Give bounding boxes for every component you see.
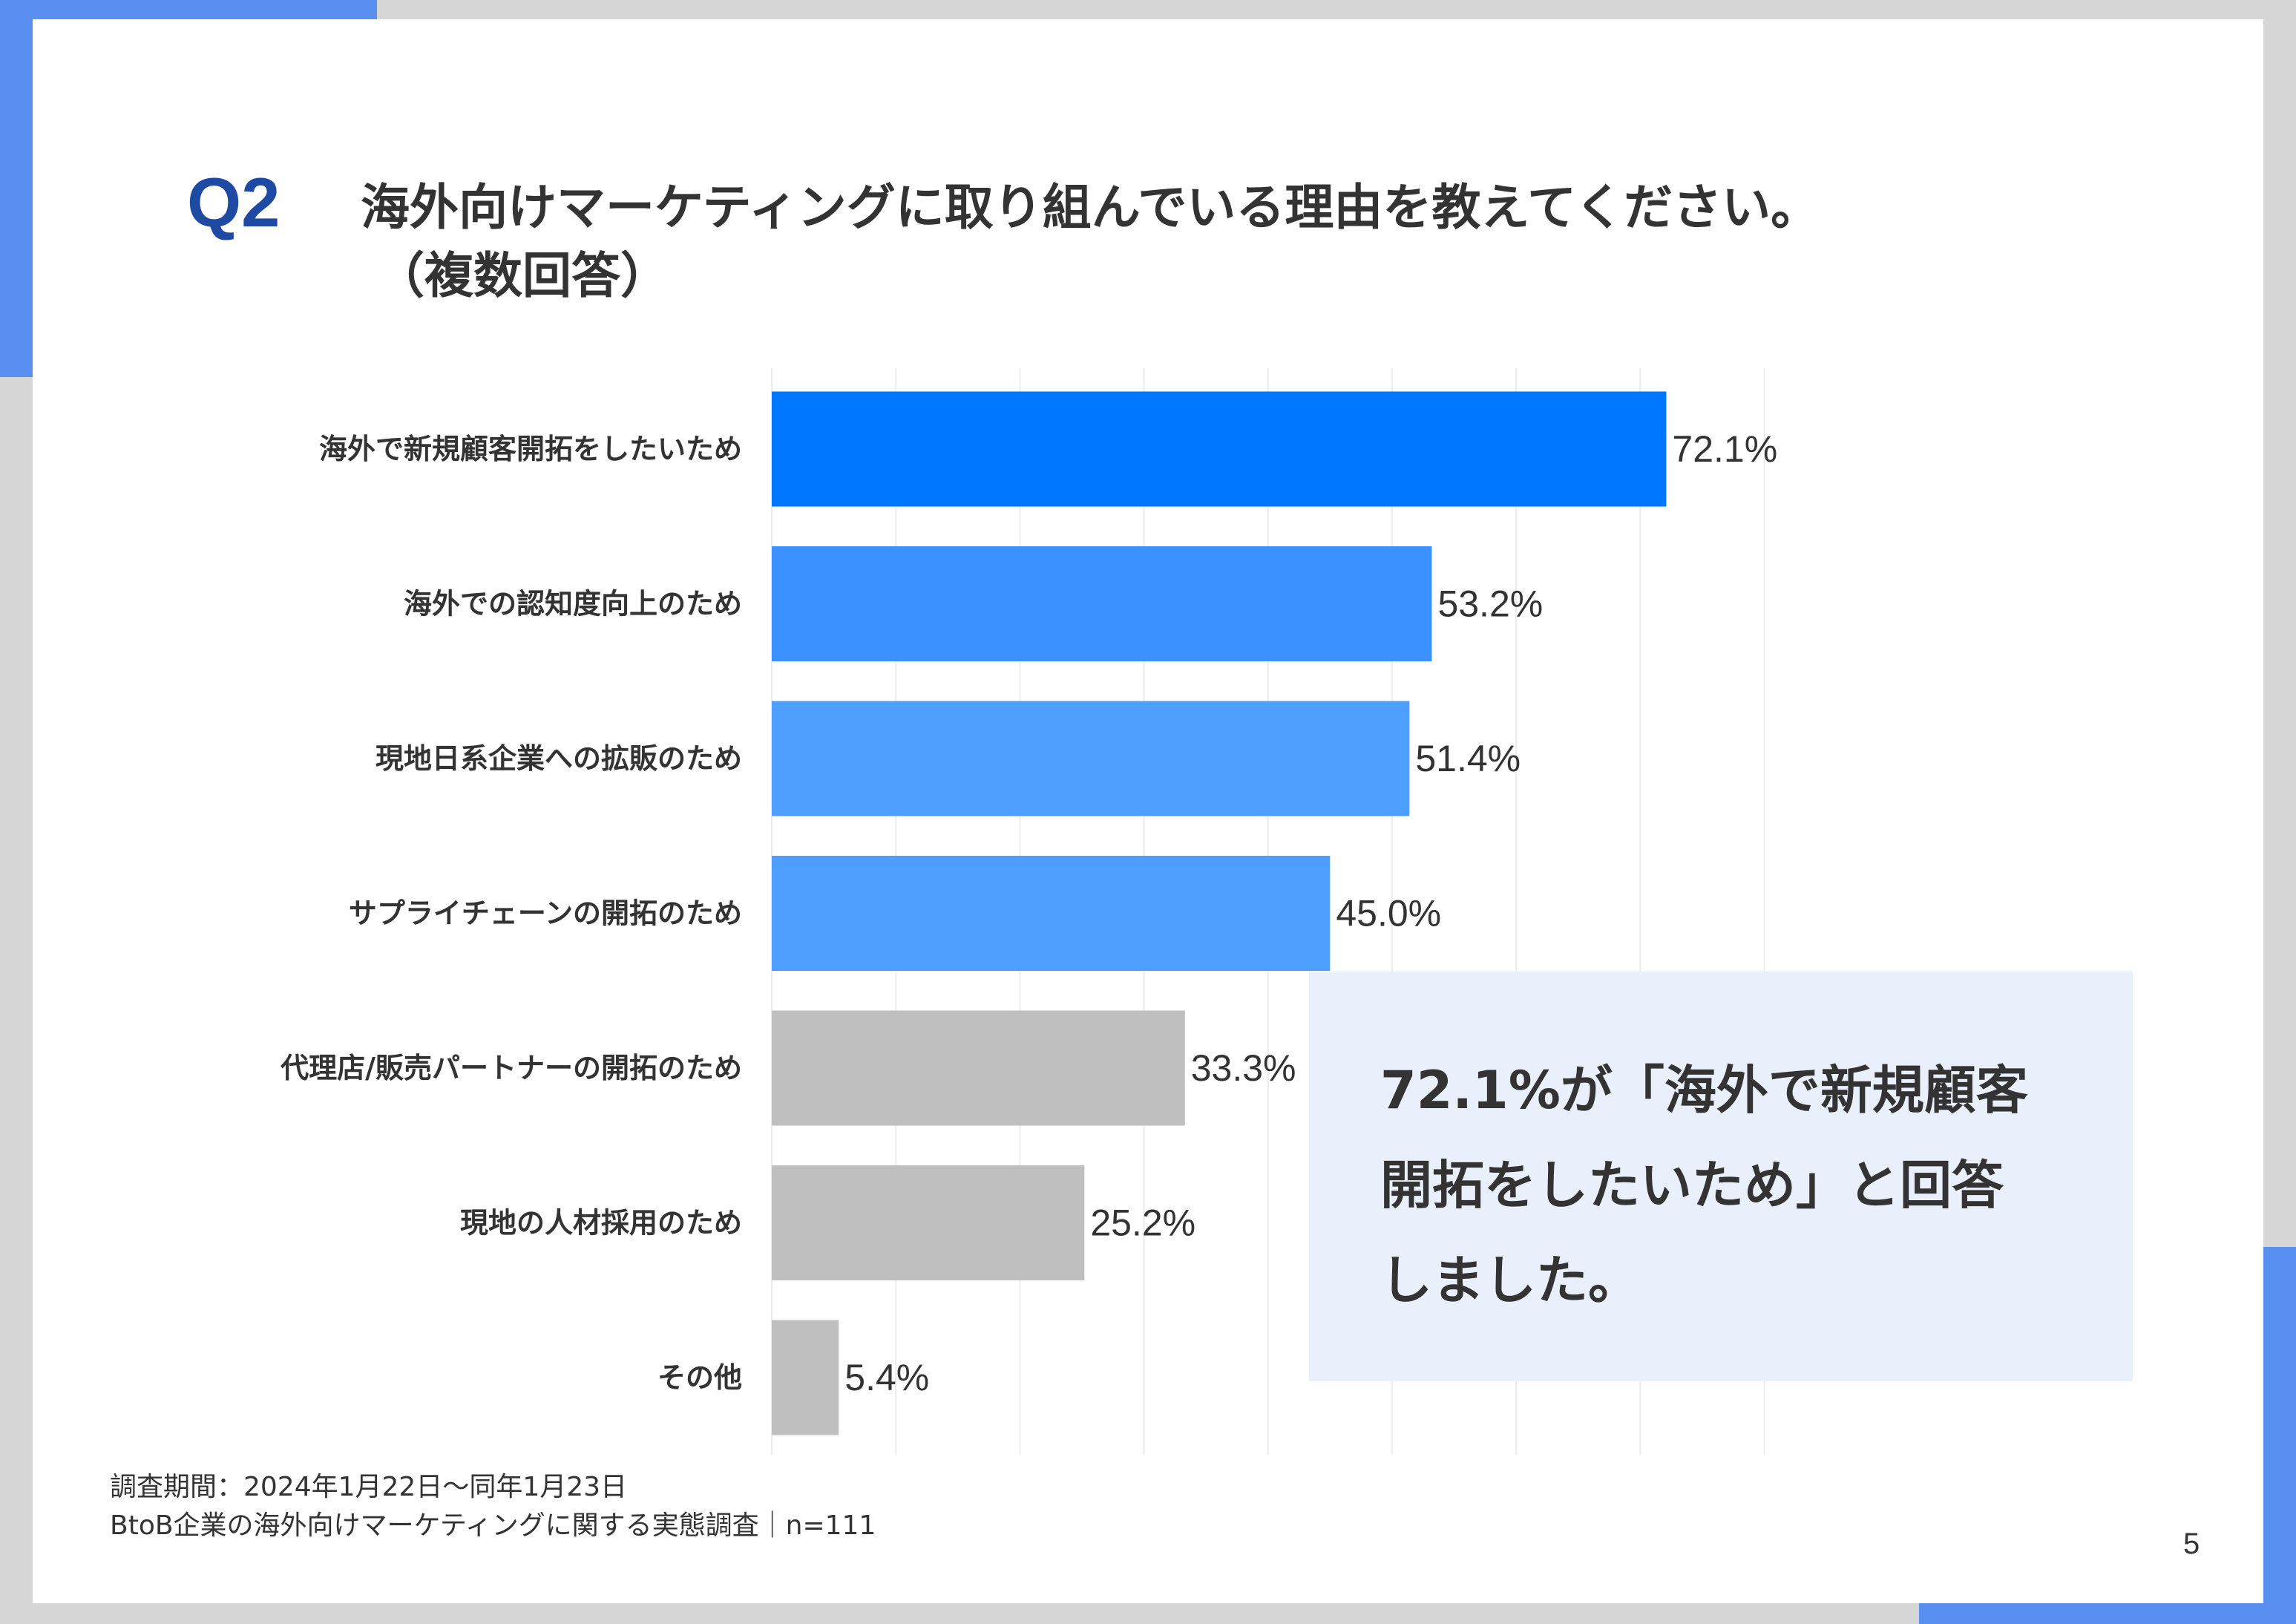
page-title: 海外向けマーケティングに取り組んでいる理由を教えてください。 （複数回答） xyxy=(361,174,2067,310)
page-number: 5 xyxy=(2183,1528,2200,1560)
question-label: Q2 xyxy=(187,163,281,241)
value-label: 45.0% xyxy=(1336,893,1441,934)
value-label: 72.1% xyxy=(1672,428,1777,470)
survey-period: 調査期間：2024年1月22日～同年1月23日 xyxy=(110,1472,628,1502)
category-label: その他 xyxy=(657,1361,742,1394)
category-label: 代理店/販売パートナーの開拓のため xyxy=(281,1052,742,1084)
title-line-2: （複数回答） xyxy=(375,247,669,304)
category-label: 海外で新規顧客開拓をしたいため xyxy=(319,433,742,465)
category-label: 現地の人材採用のため xyxy=(460,1207,742,1240)
callout-line-1: 72.1%が「海外で新規顧客 xyxy=(1380,1060,2028,1121)
category-label: 海外での認知度向上のため xyxy=(404,588,742,621)
callout-line-2: 開拓をしたいため」と回答 xyxy=(1380,1155,2004,1216)
value-label: 53.2% xyxy=(1437,583,1543,625)
title-line-1: 海外向けマーケティングに取り組んでいる理由を教えてください。 xyxy=(361,179,1820,236)
bar xyxy=(772,1010,1185,1126)
category-label: サプライチェーンの開拓のため xyxy=(349,897,742,930)
chart-bars: 海外で新規顧客開拓をしたいため 72.1% 海外での認知度向上のため 53.2% 現地日… xyxy=(281,391,1777,1435)
category-label: 現地日系企業への拡販のため xyxy=(375,742,742,775)
callout-line-3: しました。 xyxy=(1380,1250,1640,1311)
value-label: 33.3% xyxy=(1191,1047,1296,1089)
bar xyxy=(772,1165,1085,1280)
callout-text: 72.1%が「海外で新規顧客 開拓をしたいため」と回答 しました。 xyxy=(1380,1043,2108,1328)
bar xyxy=(772,856,1331,971)
accent-bar-right-bottom xyxy=(2263,1247,2296,1624)
survey-source: BtoB企業の海外向けマーケティングに関する実態調査｜n=111 xyxy=(110,1510,876,1541)
bar xyxy=(772,1320,839,1435)
value-label: 5.4% xyxy=(844,1357,929,1398)
bar xyxy=(772,546,1432,661)
footnote: 調査期間：2024年1月22日～同年1月23日 BtoB企業の海外向けマーケティ… xyxy=(110,1468,876,1545)
value-label: 51.4% xyxy=(1415,738,1521,779)
value-label: 25.2% xyxy=(1090,1202,1195,1244)
bar xyxy=(772,701,1410,816)
accent-bar-left-top xyxy=(0,0,33,377)
bar xyxy=(772,391,1667,507)
callout-box: 72.1%が「海外で新規顧客 開拓をしたいため」と回答 しました。 xyxy=(1309,972,2133,1381)
